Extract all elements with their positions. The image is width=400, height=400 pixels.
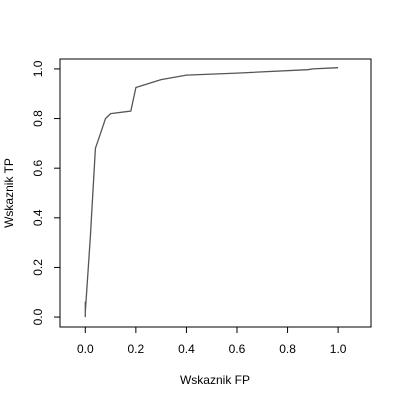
- plot-frame: [59, 58, 372, 328]
- y-tick-label: 0.6: [31, 160, 45, 177]
- x-axis: 0.0 0.2 0.4 0.6 0.8 1.0: [77, 327, 347, 356]
- y-tick-label: 0.8: [31, 110, 45, 127]
- y-tick-label: 1.0: [31, 60, 45, 77]
- x-tick-label: 0.8: [279, 342, 296, 356]
- x-tick-label: 0.6: [229, 342, 246, 356]
- x-tick-label: 1.0: [330, 342, 347, 356]
- y-tick-label: 0.2: [31, 259, 45, 276]
- series-group: [84, 67, 339, 318]
- x-tick-label: 0.4: [178, 342, 195, 356]
- y-tick-label: 0.0: [31, 308, 45, 325]
- y-tick-label: 0.4: [31, 209, 45, 226]
- x-tick-label: 0.0: [77, 342, 94, 356]
- y-axis-label: Wskaznik TP: [2, 158, 16, 228]
- y-axis: 0.0 0.2 0.4 0.6 0.8 1.0: [31, 60, 60, 325]
- x-tick-label: 0.2: [128, 342, 145, 356]
- x-axis-label: Wskaznik FP: [180, 373, 250, 387]
- roc-curve-line: [84, 67, 339, 318]
